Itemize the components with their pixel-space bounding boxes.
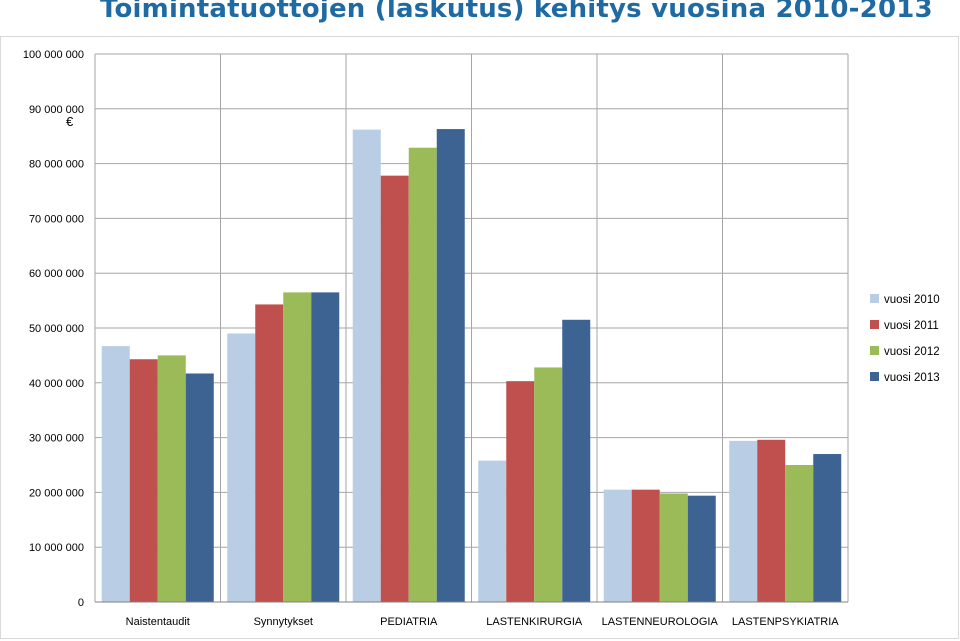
x-tick-label: Synnytykset — [254, 616, 313, 628]
bar — [283, 292, 312, 602]
bar — [813, 454, 842, 602]
legend-label: vuosi 2011 — [884, 320, 939, 332]
bar — [687, 495, 716, 602]
bar — [380, 175, 409, 602]
bar — [562, 319, 591, 602]
x-tick-label: LASTENPSYKIATRIA — [732, 616, 839, 628]
x-tick-label: Naistentaudit — [126, 616, 190, 628]
bar — [185, 373, 214, 602]
bar — [157, 355, 186, 602]
legend-label: vuosi 2010 — [884, 294, 940, 306]
bar — [603, 489, 632, 602]
y-tick-label: 40 000 000 — [29, 378, 84, 390]
legend-swatch — [870, 320, 879, 329]
legend-swatch — [870, 346, 879, 355]
bar — [227, 333, 256, 602]
y-tick-label: 30 000 000 — [29, 433, 84, 445]
y-axis-unit-label: € — [66, 114, 74, 129]
y-tick-label: 20 000 000 — [29, 487, 84, 499]
y-tick-label: 0 — [78, 597, 84, 609]
bar — [129, 359, 158, 602]
bar — [255, 304, 284, 602]
y-tick-label: 100 000 000 — [23, 49, 84, 61]
y-tick-label: 90 000 000 — [29, 104, 84, 116]
chart-area — [0, 36, 959, 639]
bar — [631, 489, 660, 602]
bar — [311, 292, 340, 602]
bar — [101, 346, 130, 602]
bar — [729, 440, 758, 602]
legend-swatch — [870, 294, 879, 303]
bar — [478, 460, 507, 602]
y-tick-label: 50 000 000 — [29, 323, 84, 335]
legend-label: vuosi 2012 — [884, 346, 940, 358]
bar — [436, 129, 465, 603]
bar — [659, 493, 688, 602]
chart-title: Toimintatuottojen (laskutus) kehitys vuo… — [100, 0, 933, 24]
y-tick-label: 70 000 000 — [29, 213, 84, 225]
bar — [352, 129, 381, 602]
bar — [534, 367, 563, 602]
x-tick-label: PEDIATRIA — [380, 616, 438, 628]
x-tick-label: LASTENNEUROLOGIA — [602, 616, 719, 628]
legend-label: vuosi 2013 — [884, 372, 940, 384]
bar — [785, 465, 814, 602]
y-tick-label: 80 000 000 — [29, 159, 84, 171]
y-tick-label: 10 000 000 — [29, 542, 84, 554]
bar — [757, 439, 786, 602]
legend-swatch — [870, 372, 879, 381]
y-tick-label: 60 000 000 — [29, 268, 84, 280]
bar — [408, 147, 437, 602]
bar — [506, 381, 535, 602]
x-tick-label: LASTENKIRURGIA — [486, 616, 583, 628]
